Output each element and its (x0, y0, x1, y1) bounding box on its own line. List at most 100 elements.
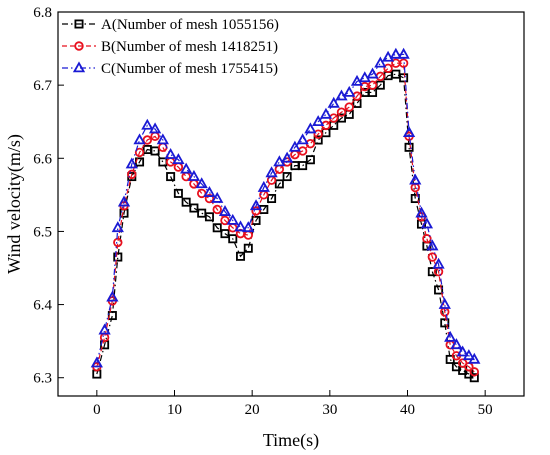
data-point (243, 243, 253, 253)
legend-item: B(Number of mesh 1418251) (62, 39, 278, 55)
data-point (327, 96, 340, 108)
data-point (187, 169, 201, 181)
data-point (444, 330, 457, 342)
series-line (96, 53, 475, 364)
data-point (288, 140, 302, 152)
data-point (391, 69, 401, 79)
data-point (195, 177, 208, 189)
x-tick-label: 50 (478, 402, 493, 418)
data-point (312, 115, 325, 127)
data-point (106, 290, 119, 302)
data-point (265, 166, 278, 178)
data-point (367, 80, 378, 90)
data-point (420, 217, 434, 229)
plot-frame (57, 11, 525, 397)
data-point (150, 146, 160, 156)
series-triangle (90, 47, 481, 368)
data-point (468, 352, 481, 364)
x-tick-label: 40 (400, 402, 415, 418)
data-point (267, 194, 277, 204)
series-line (96, 73, 475, 379)
data-point (374, 56, 387, 68)
data-point (282, 172, 292, 182)
data-point (469, 367, 479, 377)
data-point (257, 180, 270, 192)
data-point (410, 194, 420, 204)
data-point (343, 85, 356, 97)
y-tick-label: 6.3 (33, 371, 52, 387)
data-point (434, 285, 444, 295)
data-point (197, 208, 207, 218)
data-point (383, 63, 393, 74)
data-point (172, 153, 185, 165)
data-point (415, 206, 428, 218)
data-point (92, 369, 102, 379)
data-point (438, 297, 451, 309)
data-point (273, 155, 286, 167)
data-point (381, 50, 395, 62)
data-point (113, 237, 123, 248)
data-point (148, 122, 162, 134)
data-point (409, 173, 422, 185)
data-point (211, 191, 224, 203)
data-point (426, 239, 439, 251)
data-point (236, 251, 246, 261)
data-point (220, 229, 230, 239)
data-point (344, 102, 354, 112)
x-tick-label: 0 (93, 402, 101, 418)
data-point (296, 133, 309, 145)
data-point (127, 169, 137, 180)
data-point (212, 204, 222, 215)
data-point (350, 74, 364, 86)
data-point (251, 206, 261, 216)
data-point (111, 221, 124, 233)
legend: A(Number of mesh 1055156) B(Number of mes… (62, 17, 279, 77)
data-point (141, 118, 154, 130)
data-point (164, 147, 177, 159)
data-point (352, 98, 362, 108)
data-point (212, 223, 222, 233)
data-point (180, 162, 193, 174)
data-point (358, 71, 371, 83)
data-point (440, 318, 450, 328)
data-point (336, 107, 347, 117)
legend-label: C(Number of mesh 1755415) (101, 61, 278, 77)
data-point (280, 151, 294, 163)
data-point (399, 73, 409, 83)
series-layer (90, 47, 481, 383)
data-point (242, 221, 255, 233)
data-point (319, 107, 333, 119)
data-point (432, 257, 445, 269)
data-point (134, 147, 145, 158)
data-point (313, 135, 323, 145)
x-axis-title: Time(s) (263, 430, 319, 451)
data-point (173, 188, 183, 198)
data-point (427, 267, 437, 277)
data-point (234, 220, 247, 232)
x-tick-label: 10 (167, 402, 182, 418)
data-point (98, 323, 111, 335)
data-point (469, 373, 479, 383)
data-point (156, 133, 169, 145)
y-tick-label: 6.7 (33, 78, 52, 94)
data-point (305, 155, 315, 165)
data-point (274, 179, 284, 189)
y-tick-label: 6.5 (33, 224, 52, 240)
data-point (189, 203, 199, 213)
data-point (204, 212, 214, 222)
y-tick-label: 6.8 (33, 5, 52, 21)
data-point (181, 197, 191, 207)
data-point (218, 205, 232, 216)
y-axis-title: Wind velocity(m/s) (4, 134, 25, 274)
series-square (92, 69, 479, 383)
legend-item: A(Number of mesh 1055156) (62, 17, 279, 33)
data-point (366, 67, 379, 79)
data-point (113, 252, 123, 262)
legend-label: B(Number of mesh 1418251) (101, 39, 278, 55)
legend-marker (72, 61, 86, 73)
data-point (228, 234, 238, 244)
legend-marker (74, 41, 84, 51)
data-point (203, 186, 216, 197)
data-point (249, 199, 263, 211)
